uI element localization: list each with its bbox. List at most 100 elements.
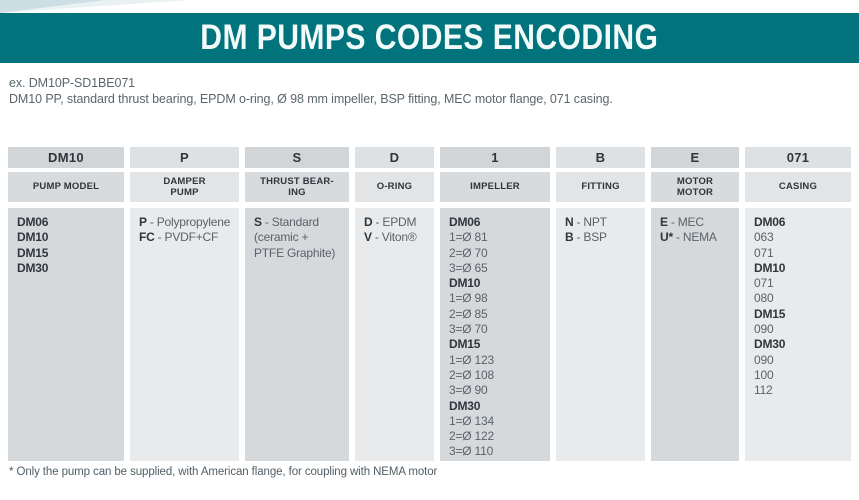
option-line: D- EPDM <box>364 215 432 230</box>
option-line: 2=Ø 70 <box>449 246 548 261</box>
option-code: U* <box>660 230 673 245</box>
code-cell-motor: E <box>651 147 739 168</box>
option-line: 090 <box>754 353 849 368</box>
option-code: B <box>565 230 574 245</box>
option-line: 3=Ø 70 <box>449 322 548 337</box>
option-line: DM30 <box>754 337 849 352</box>
option-line: DM15 <box>754 307 849 322</box>
option-text: 2=Ø 108 <box>449 367 494 382</box>
option-text: - MEC <box>670 215 704 229</box>
option-line: P- Polypropylene <box>139 215 237 230</box>
options-cell-thrust-bearing: S- Standard (ceramic + PTFE Graphite) <box>245 208 349 461</box>
option-line: 1=Ø 134 <box>449 414 548 429</box>
option-text: 112 <box>754 383 773 398</box>
option-text: 063 <box>754 230 774 245</box>
title-bar: DM PUMPS CODES ENCODING <box>0 13 859 63</box>
option-line: 063 <box>754 230 849 245</box>
option-text: 3=Ø 90 <box>449 383 488 398</box>
option-text: - PVDF+CF <box>157 230 219 245</box>
option-line: S- Standard (ceramic + PTFE Graphite) <box>254 215 347 261</box>
option-code: DM10 <box>17 230 49 245</box>
option-code: FC <box>139 230 155 245</box>
table-column-pump-model: DM10 PUMP MODEL DM06 DM10 DM15 DM30 <box>8 147 124 461</box>
option-line: 2=Ø 108 <box>449 368 548 383</box>
option-line: 1=Ø 98 <box>449 291 548 306</box>
options-cell-casing: DM06 063 071 DM10 071 080 DM15 090 DM30 090 100 112 <box>745 208 851 461</box>
option-line: 071 <box>754 276 849 291</box>
code-cell-o-ring: D <box>355 147 434 168</box>
option-text: 071 <box>754 245 774 260</box>
option-line: DM06 <box>449 215 548 230</box>
label-cell-damper-pump: DAMPER PUMP <box>130 172 239 202</box>
option-text: 071 <box>754 276 774 291</box>
option-code: DM06 <box>754 215 786 229</box>
option-line: U* - NEMA <box>660 230 737 245</box>
option-code: DM30 <box>449 398 481 413</box>
option-code: DM15 <box>754 306 786 321</box>
option-text: 090 <box>754 352 774 367</box>
option-text: 1=Ø 134 <box>449 413 494 428</box>
options-cell-o-ring: D- EPDM V - Viton® <box>355 208 434 461</box>
option-line: 3=Ø 65 <box>449 261 548 276</box>
options-cell-motor: E- MEC U* - NEMA <box>651 208 739 461</box>
code-cell-casing: 071 <box>745 147 851 168</box>
option-text: - BSP <box>576 230 607 245</box>
option-line: DM15 <box>17 246 122 261</box>
option-line: DM10 <box>449 276 548 291</box>
option-code: DM30 <box>754 337 786 352</box>
option-text: 080 <box>754 291 774 306</box>
table-column-damper-pump: P DAMPER PUMP P- Polypropylene FC - PVDF+C… <box>130 147 239 461</box>
option-text: 3=Ø 65 <box>449 260 488 275</box>
option-line: DM15 <box>449 337 548 352</box>
option-line: DM06 <box>754 215 849 230</box>
table-column-motor: E MOTOR MOTOR E- MEC U* - NEMA <box>651 147 739 461</box>
option-line: 3=Ø 110 <box>449 444 548 459</box>
option-line: 112 <box>754 383 849 398</box>
option-text: 2=Ø 85 <box>449 306 488 321</box>
option-code: P <box>139 215 147 229</box>
label-cell-thrust-bearing: THRUST BEAR- ING <box>245 172 349 202</box>
option-code: DM10 <box>449 276 481 291</box>
option-line: B- BSP <box>565 230 643 245</box>
option-code: DM10 <box>754 260 786 275</box>
option-line: DM30 <box>449 399 548 414</box>
table-column-thrust-bearing: S THRUST BEAR- ING S- Standard (ceramic … <box>245 147 349 461</box>
table-column-casing: 071 CASING DM06 063 071 DM10 071 080 DM15 090 DM… <box>745 147 851 461</box>
option-code: D <box>364 215 373 229</box>
option-line: DM30 <box>17 261 122 276</box>
option-text: 1=Ø 98 <box>449 291 488 306</box>
option-text: - EPDM <box>375 215 417 229</box>
option-line: 090 <box>754 322 849 337</box>
code-cell-fitting: B <box>556 147 645 168</box>
option-text: 2=Ø 122 <box>449 429 494 444</box>
option-text: - Standard (ceramic + PTFE Graphite) <box>254 215 336 260</box>
code-cell-thrust-bearing: S <box>245 147 349 168</box>
option-code: DM06 <box>17 215 49 229</box>
option-text: 1=Ø 123 <box>449 352 494 367</box>
example-description: DM10 PP, standard thrust bearing, EPDM o… <box>9 91 613 106</box>
footnote: * Only the pump can be supplied, with Am… <box>9 466 438 478</box>
code-cell-pump-model: DM10 <box>8 147 124 168</box>
option-code: E <box>660 215 668 229</box>
label-cell-impeller: IMPELLER <box>440 172 550 202</box>
option-line: 1=Ø 81 <box>449 230 548 245</box>
option-line: 071 <box>754 246 849 261</box>
code-cell-impeller: 1 <box>440 147 550 168</box>
example-block: ex. DM10P-SD1BE071 DM10 PP, standard thr… <box>9 76 613 107</box>
option-text: - NEMA <box>675 230 717 245</box>
option-line: 080 <box>754 291 849 306</box>
option-code: DM15 <box>449 337 481 352</box>
option-text: - Polypropylene <box>149 215 231 229</box>
option-text: - Viton® <box>374 230 417 245</box>
option-text: 090 <box>754 322 774 337</box>
option-code: N <box>565 215 574 229</box>
option-code: DM06 <box>449 215 481 229</box>
option-line: DM10 <box>17 230 122 245</box>
option-code: S <box>254 215 262 229</box>
option-line: FC - PVDF+CF <box>139 230 237 245</box>
option-text: 2=Ø 70 <box>449 245 488 260</box>
label-cell-fitting: FITTING <box>556 172 645 202</box>
option-code: V <box>364 230 372 245</box>
table-column-fitting: B FITTING N- NPT B - BSP <box>556 147 645 461</box>
option-line: 100 <box>754 368 849 383</box>
